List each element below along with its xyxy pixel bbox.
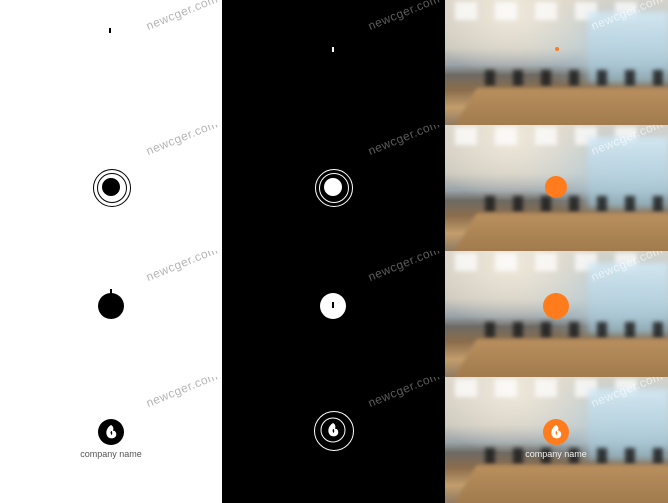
flame-logo-icon xyxy=(543,419,569,445)
frame-r3-black: newcger.com xyxy=(222,251,445,377)
inner-ring xyxy=(319,173,349,203)
company-name: company name xyxy=(525,449,587,459)
flame-logo-icon xyxy=(320,417,346,443)
frame-r4-photo: newcger.com company name xyxy=(445,377,668,503)
tiny-mark xyxy=(332,47,334,52)
stem-mark xyxy=(332,302,334,308)
tiny-orange-dot xyxy=(555,47,559,51)
watermark: newcger.com xyxy=(144,251,220,284)
frame-r1-black: newcger.com xyxy=(222,0,445,125)
logo-ball xyxy=(98,293,124,319)
center-dot xyxy=(545,176,567,198)
frame-r4-black: newcger.com xyxy=(222,377,445,503)
watermark: newcger.com xyxy=(144,377,220,410)
frame-r1-white: newcger.com xyxy=(0,0,222,125)
watermark: newcger.com xyxy=(366,0,442,33)
center-dot xyxy=(102,178,120,196)
outer-ring xyxy=(314,411,354,451)
frame-r3-photo: newcger.com xyxy=(445,251,668,377)
watermark: newcger.com xyxy=(144,125,220,158)
watermark: newcger.com xyxy=(144,0,220,33)
frame-r2-black: newcger.com xyxy=(222,125,445,251)
frame-r1-photo: newcger.com xyxy=(445,0,668,125)
watermark: newcger.com xyxy=(366,251,442,284)
stem-mark xyxy=(110,289,112,294)
inner-ring xyxy=(97,173,127,203)
watermark: newcger.com xyxy=(366,125,442,158)
frame-r2-photo: newcger.com xyxy=(445,125,668,251)
tiny-mark xyxy=(109,28,111,33)
watermark: newcger.com xyxy=(366,377,442,410)
frame-r4-white: newcger.com company name xyxy=(0,377,222,503)
center-dot xyxy=(324,178,342,196)
outer-ring xyxy=(315,169,353,207)
flame-logo-icon xyxy=(98,419,124,445)
frame-r3-white: newcger.com xyxy=(0,251,222,377)
outer-ring xyxy=(93,169,131,207)
company-name: company name xyxy=(80,449,142,459)
logo-ball xyxy=(543,293,569,319)
frame-r2-white: newcger.com xyxy=(0,125,222,251)
